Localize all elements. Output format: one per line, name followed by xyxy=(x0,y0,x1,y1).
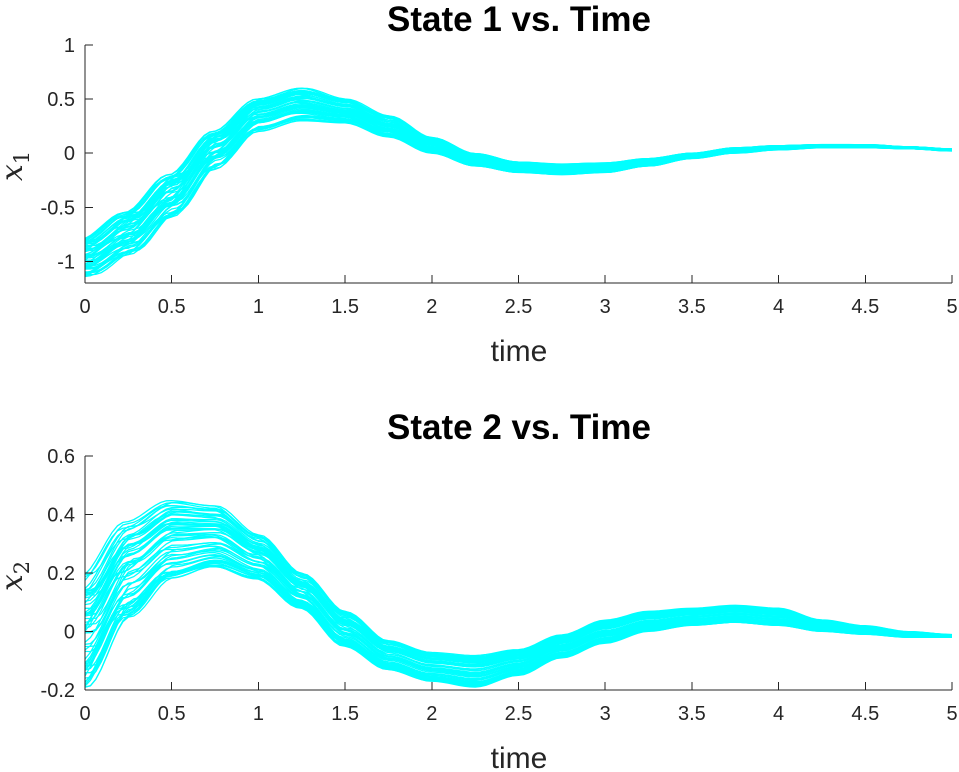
x-tick-label: 2.5 xyxy=(505,296,533,318)
y-tick-label: 0.5 xyxy=(47,89,75,111)
series-line xyxy=(84,534,953,671)
x-tick-label: 4 xyxy=(773,703,784,725)
y-axis-label-base: x xyxy=(0,164,30,181)
y-tick-labels: -0.2 0 0.2 0.4 0.6 xyxy=(41,446,75,702)
y-axis-label: x2 xyxy=(0,561,34,591)
series-line xyxy=(84,118,953,276)
y-tick-labels: -1 -0.5 0 0.5 1 xyxy=(41,35,75,273)
x-tick-label: 5 xyxy=(946,296,957,318)
trace-bundle xyxy=(84,87,953,278)
series-line xyxy=(84,101,953,256)
y-tick-label: -1 xyxy=(57,251,75,273)
x-tick-label: 4 xyxy=(773,296,784,318)
series-line xyxy=(84,519,953,664)
series-line xyxy=(85,104,953,258)
series-line xyxy=(84,499,953,657)
series-line xyxy=(84,105,953,257)
subplot-state-1: State 1 vs. Time 0 0.5 1 1.5 2 2.5 3 3.5 4 4.5 5 -… xyxy=(0,0,958,368)
y-axis-label-base: x xyxy=(0,574,30,591)
series-line xyxy=(84,96,953,251)
chart-title: State 2 vs. Time xyxy=(387,408,651,447)
x-tick-label: 2.5 xyxy=(505,703,533,725)
x-tick-label: 0.5 xyxy=(158,703,186,725)
series-line xyxy=(84,523,953,665)
axes xyxy=(84,455,953,691)
x-tick-label: 3.5 xyxy=(678,703,706,725)
axes xyxy=(84,44,953,284)
y-tick-label: -0.5 xyxy=(41,197,75,219)
series-line xyxy=(84,513,953,664)
series-line xyxy=(84,99,953,252)
y-tick-label: -0.2 xyxy=(41,680,75,702)
y-tick-label: 1 xyxy=(64,35,75,57)
x-tick-label: 0.5 xyxy=(158,296,186,318)
x-tick-label: 5 xyxy=(946,703,957,725)
series-line xyxy=(84,106,953,259)
x-tick-label: 0 xyxy=(79,296,90,318)
series-line xyxy=(85,508,953,659)
series-line xyxy=(84,103,953,253)
series-line xyxy=(84,564,952,686)
y-tick-label: 0.2 xyxy=(47,563,75,585)
trace-bundle xyxy=(84,499,953,688)
y-tick-label: 0.4 xyxy=(47,505,75,527)
series-line xyxy=(84,547,953,677)
series-line xyxy=(84,518,953,667)
y-tick-label: 0 xyxy=(64,143,75,165)
series-line xyxy=(84,97,953,247)
x-axis-label: time xyxy=(491,742,548,772)
x-tick-label: 4.5 xyxy=(851,296,879,318)
y-axis-label-subscript: 2 xyxy=(10,561,34,574)
x-axis-label: time xyxy=(491,335,548,368)
x-tick-labels: 0 0.5 1 1.5 2 2.5 3 3.5 4 4.5 5 xyxy=(79,703,957,725)
y-axis-label: x1 xyxy=(0,151,34,181)
chart-title: State 1 vs. Time xyxy=(387,0,651,39)
series-line xyxy=(84,100,953,256)
series-line xyxy=(85,97,953,252)
series-line xyxy=(84,102,953,261)
x-tick-label: 1.5 xyxy=(331,296,359,318)
x-tick-label: 1.5 xyxy=(331,703,359,725)
x-tick-label: 3 xyxy=(600,296,611,318)
series-line xyxy=(84,508,953,659)
x-tick-label: 2 xyxy=(426,296,437,318)
x-tick-label: 3 xyxy=(600,703,611,725)
series-line xyxy=(84,106,953,261)
subplot-state-2: State 2 vs. Time 0 0.5 1 1.5 2 2.5 3 3.5 4 4.5 5 -… xyxy=(0,408,958,772)
x-tick-label: 0 xyxy=(79,703,90,725)
x-tick-label: 3.5 xyxy=(678,296,706,318)
series-line xyxy=(85,99,953,249)
x-tick-label: 1 xyxy=(253,703,264,725)
series-line xyxy=(85,100,953,256)
series-line xyxy=(84,104,953,258)
y-tick-label: 0 xyxy=(64,622,75,644)
x-tick-labels: 0 0.5 1 1.5 2 2.5 3 3.5 4 4.5 5 xyxy=(79,296,957,318)
y-tick-label: 0.6 xyxy=(47,446,75,468)
x-tick-label: 2 xyxy=(426,703,437,725)
series-line xyxy=(84,557,952,684)
x-tick-label: 4.5 xyxy=(851,703,879,725)
x-tick-label: 1 xyxy=(253,296,264,318)
series-line xyxy=(84,517,953,668)
series-line xyxy=(85,510,953,661)
y-axis-label-subscript: 1 xyxy=(10,151,34,164)
series-line xyxy=(84,549,952,681)
